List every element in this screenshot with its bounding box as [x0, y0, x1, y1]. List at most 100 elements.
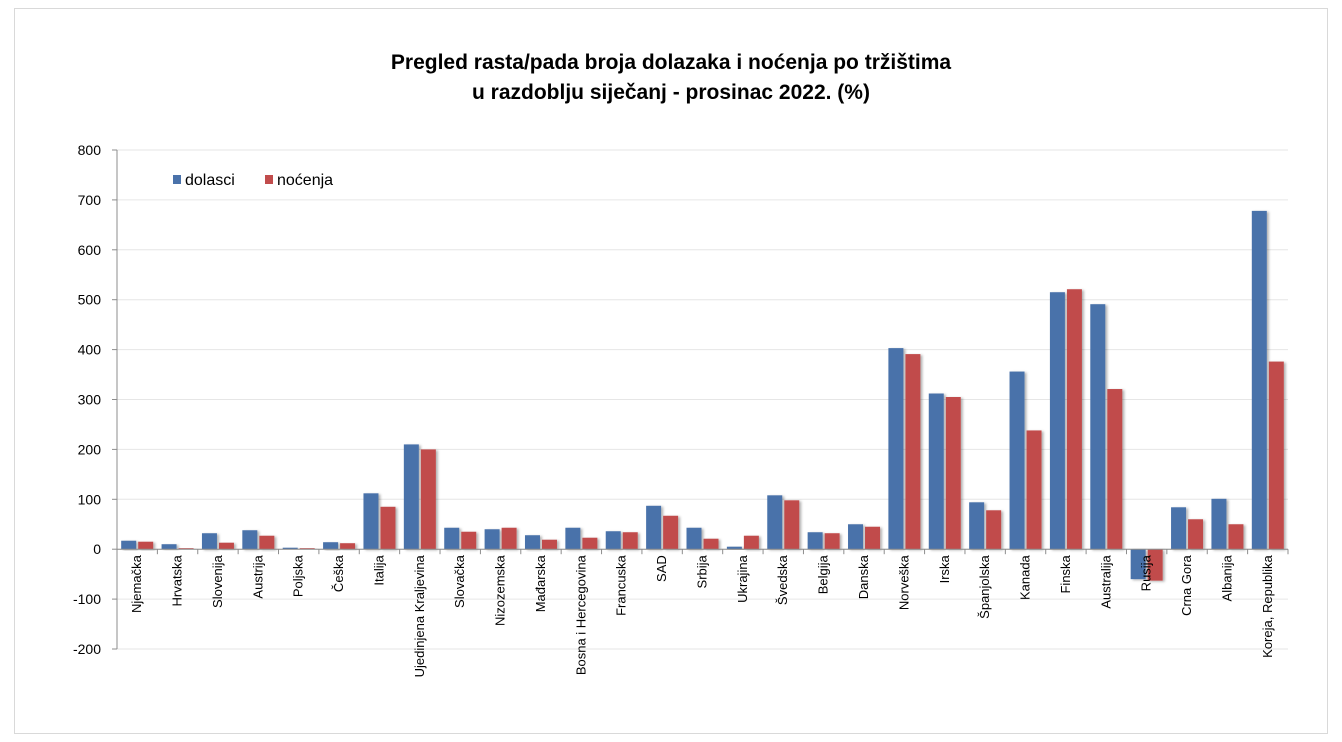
bar-nocenja	[582, 537, 598, 550]
x-category-labels: Njemačka Hrvatska Slovenija Austrija Poljska…	[129, 554, 1275, 677]
y-tick-label: 600	[78, 242, 102, 258]
x-category-label: Norveška	[896, 554, 911, 610]
bar-dolasci	[484, 529, 500, 550]
bar-nocenja	[743, 535, 759, 550]
y-tick-label: 300	[78, 392, 102, 408]
chart-title: Pregled rasta/pada broja dolazaka i noće…	[0, 48, 1342, 108]
y-tick-labels: 800 700 600 500 400 300 200 100 0 -100 -200	[73, 142, 101, 657]
x-category-label: Australija	[1098, 554, 1113, 608]
x-category-label: Srbija	[695, 554, 710, 588]
x-category-label: Ukrajina	[735, 554, 750, 602]
bar-nocenja	[945, 397, 961, 550]
bar-nocenja	[1066, 289, 1082, 550]
legend: dolasci noćenja	[173, 172, 333, 189]
bar-dolasci	[767, 495, 783, 550]
y-tick-label: 200	[78, 441, 102, 457]
bar-nocenja	[1026, 430, 1042, 550]
bar-dolasci	[323, 542, 339, 550]
bar-nocenja	[703, 538, 719, 550]
bar-dolasci	[282, 547, 298, 550]
bar-nocenja	[1268, 361, 1284, 550]
bar-nocenja	[340, 543, 356, 550]
x-category-label: Slovačka	[452, 554, 467, 608]
bar-dolasci	[888, 348, 904, 550]
bar-dolasci	[242, 530, 258, 550]
bar-dolasci	[161, 544, 177, 550]
bar-dolasci	[807, 532, 823, 550]
bar-nocenja	[461, 531, 477, 550]
bar-dolasci	[726, 546, 742, 550]
y-tick-label: 400	[78, 342, 102, 358]
bar-dolasci	[1211, 498, 1227, 550]
x-category-label: Koreja, Republika	[1260, 554, 1275, 657]
chart-title-line1: Pregled rasta/pada broja dolazaka i noće…	[390, 51, 952, 74]
bar-dolasci	[201, 533, 217, 550]
bar-nocenja	[986, 510, 1002, 550]
x-category-label: Poljska	[291, 554, 306, 597]
bar-dolasci	[1171, 507, 1187, 550]
bar-dolasci	[121, 540, 137, 550]
x-category-label: Danska	[856, 554, 871, 599]
bar-dolasci	[565, 527, 581, 550]
y-tick-label: 800	[78, 142, 102, 158]
bar-nocenja	[1188, 519, 1204, 550]
x-category-label: Češka	[331, 554, 346, 592]
x-category-label: Bosna i Hercegovina	[573, 554, 588, 675]
bar-nocenja	[1147, 549, 1163, 581]
y-tick-label: 0	[93, 541, 101, 557]
y-tick-label: 100	[78, 491, 102, 507]
bar-nocenja	[865, 526, 881, 550]
bar-dolasci	[1130, 549, 1146, 580]
bar-nocenja	[824, 533, 840, 550]
x-category-label: Irska	[937, 554, 952, 583]
x-category-label: Mađarska	[533, 554, 548, 612]
bar-nocenja	[905, 354, 921, 550]
x-category-label: Italija	[371, 554, 386, 585]
bar-dolasci	[403, 444, 419, 550]
x-category-label: Rusija	[1139, 554, 1154, 591]
bars	[121, 210, 1284, 581]
bar-nocenja	[1107, 389, 1123, 550]
x-category-label: Hrvatska	[170, 554, 185, 606]
x-category-label: Švedska	[775, 554, 790, 605]
x-category-label: Finska	[1058, 554, 1073, 593]
x-category-label: Španjolska	[977, 554, 992, 618]
x-category-label: Belgija	[816, 554, 831, 594]
legend-swatch	[173, 175, 181, 184]
bar-nocenja	[420, 449, 436, 550]
bar-dolasci	[363, 493, 379, 550]
chart-title-line2: u razdoblju siječanj - prosinac 2022. (%…	[472, 81, 870, 104]
bar-dolasci	[848, 524, 864, 550]
x-category-label: Albanija	[1219, 554, 1234, 601]
bar-nocenja	[218, 542, 234, 550]
x-category-label: Nizozemska	[493, 554, 508, 626]
bar-dolasci	[1009, 371, 1025, 550]
x-category-label: Crna Gora	[1179, 554, 1194, 615]
bar-dolasci	[646, 505, 662, 550]
legend-swatch	[265, 175, 273, 184]
bar-nocenja	[541, 539, 557, 550]
bar-dolasci	[524, 535, 540, 550]
bar-dolasci	[686, 527, 702, 550]
bar-nocenja	[663, 515, 679, 550]
y-tick-label: -100	[73, 591, 101, 607]
x-category-label: Slovenija	[210, 554, 225, 608]
bar-dolasci	[1049, 292, 1065, 550]
bar-nocenja	[380, 506, 396, 550]
x-category-label: Austrija	[250, 554, 265, 598]
bar-nocenja	[1228, 524, 1244, 550]
bar-dolasci	[605, 531, 621, 550]
x-category-label: Francuska	[614, 554, 629, 615]
x-category-label: Kanada	[1018, 554, 1033, 600]
bar-dolasci	[969, 502, 985, 550]
bar-nocenja	[622, 532, 638, 550]
y-tick-label: 700	[78, 192, 102, 208]
y-tick-label: -200	[73, 641, 101, 657]
bar-dolasci	[1090, 304, 1106, 550]
bar-nocenja	[501, 527, 517, 550]
x-category-label: SAD	[654, 555, 669, 582]
x-category-label: Ujedinjena Kraljevina	[412, 554, 427, 677]
y-tick-label: 500	[78, 292, 102, 308]
bar-nocenja	[259, 535, 275, 550]
